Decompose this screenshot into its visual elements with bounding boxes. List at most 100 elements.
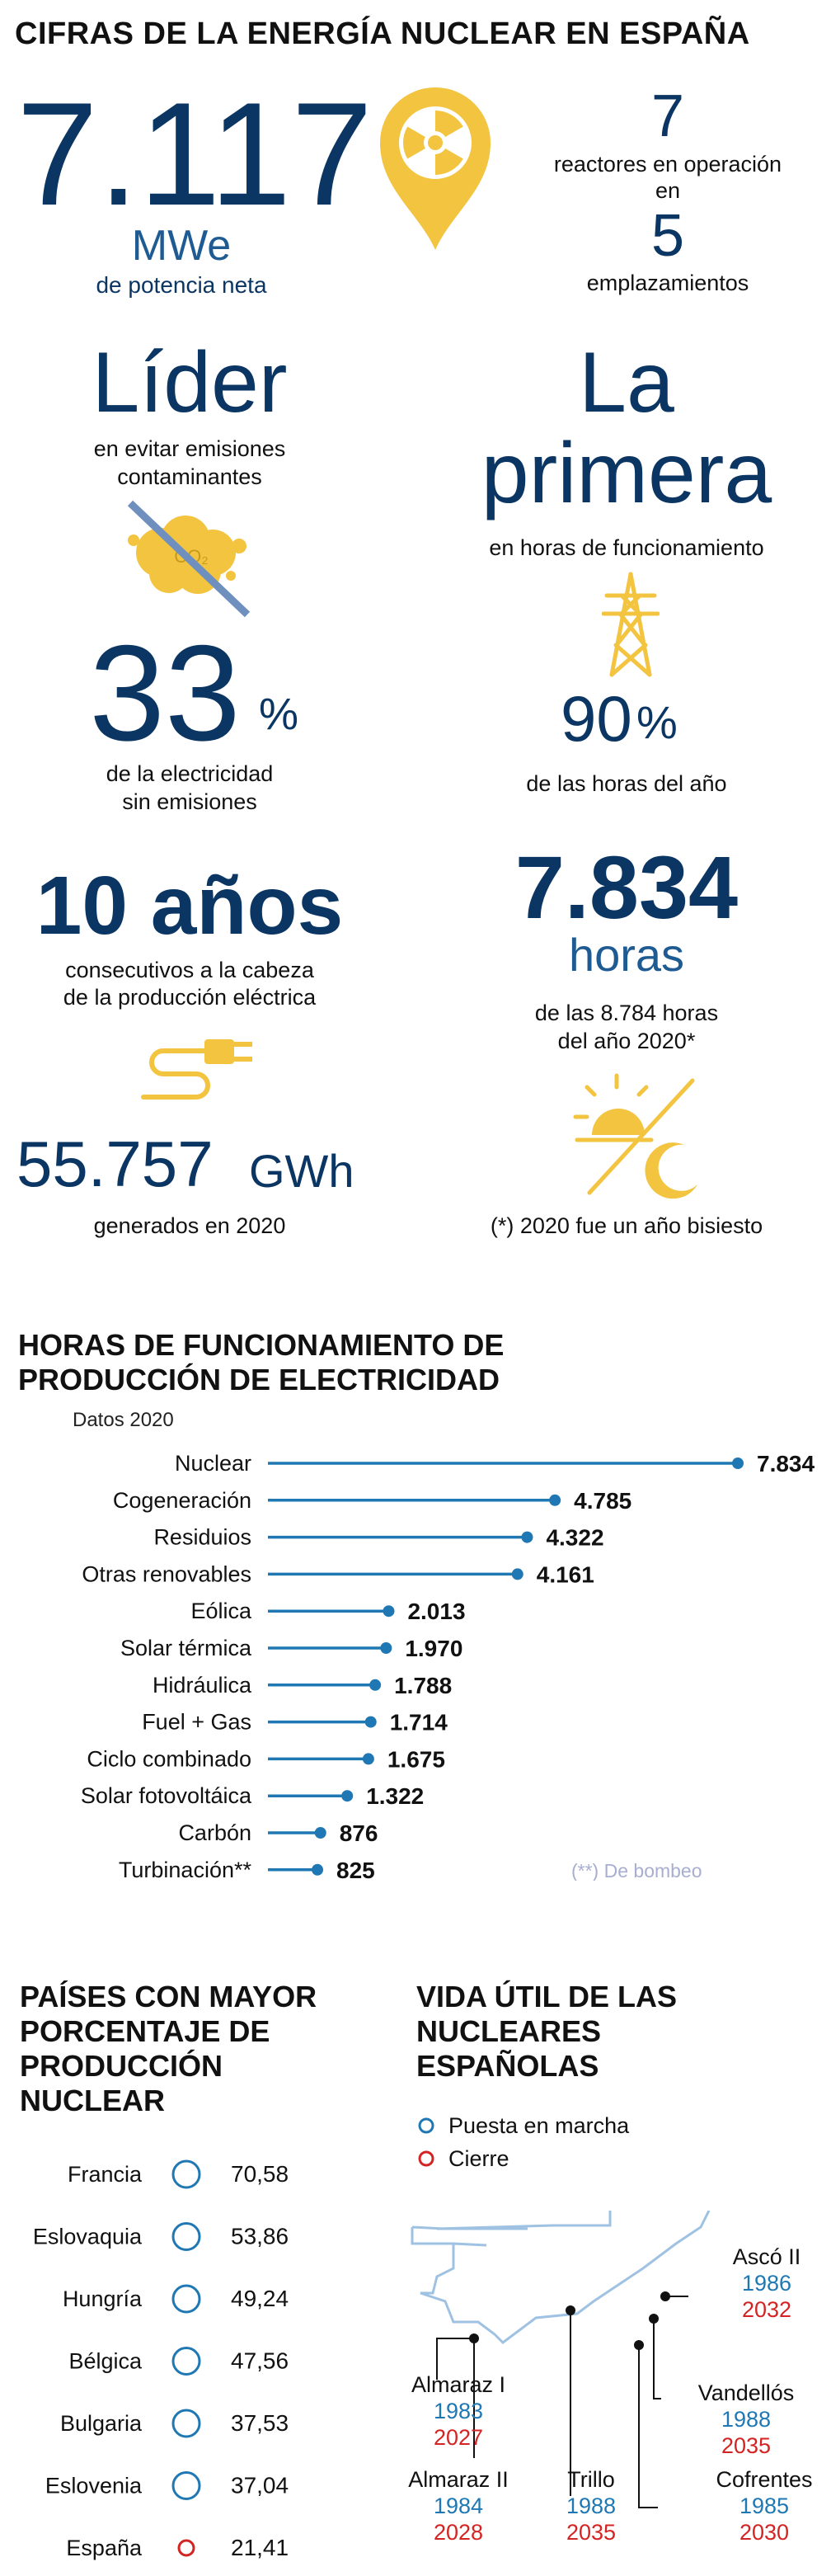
country-name: Eslovenia	[45, 2474, 143, 2498]
country-value: 49,24	[231, 2286, 289, 2311]
country-marker	[171, 2409, 201, 2438]
first-title-2: primera	[481, 426, 772, 521]
value-label: 4.322	[546, 1525, 603, 1551]
plant-location-dot	[660, 2291, 670, 2301]
chart1-subtitle: Datos 2020	[73, 1409, 174, 1431]
country-name: España	[66, 2536, 143, 2560]
category-label: Eólica	[190, 1599, 252, 1623]
plant-end-year: 2035	[721, 2433, 771, 2458]
plant-start-year: 1988	[566, 2494, 616, 2518]
plant-end-year: 2030	[739, 2520, 789, 2545]
legend-start-label: Puesta en marcha	[448, 2113, 630, 2138]
country-value: 37,04	[231, 2473, 289, 2498]
years-title: 10 años	[35, 859, 344, 952]
country-name: Bélgica	[68, 2349, 143, 2374]
lollipop-dot	[732, 1458, 744, 1469]
country-name: Hungría	[63, 2286, 143, 2311]
country-value: 47,56	[231, 2348, 289, 2374]
value-label: 2.013	[407, 1599, 465, 1624]
hours-pct-value: 90	[561, 682, 632, 755]
plant-start-year: 1984	[434, 2494, 483, 2518]
value-label: 876	[340, 1820, 378, 1846]
lollipop-dot	[521, 1531, 533, 1543]
leader-caption-2: contaminantes	[117, 464, 262, 489]
plant-location-dot	[566, 2305, 575, 2315]
country-value: 37,53	[231, 2410, 289, 2436]
category-label: Residuios	[153, 1525, 251, 1550]
hours-pct-caption: de las horas del año	[526, 771, 727, 796]
hours-pct-unit: %	[636, 696, 678, 748]
category-label: Cogeneración	[113, 1488, 251, 1513]
category-label: Hidráulica	[153, 1673, 252, 1698]
power-tower-icon	[601, 571, 660, 678]
value-label: 1.970	[405, 1636, 462, 1661]
category-label: Ciclo combinado	[87, 1746, 251, 1771]
lollipop-dot	[511, 1568, 523, 1580]
country-marker	[177, 2539, 195, 2557]
power-caption: de potencia neta	[96, 272, 267, 298]
lollipop-dot	[341, 1790, 354, 1802]
hours-caption-1: de las 8.784 horas	[534, 1001, 719, 1025]
countries-table: Francia 70,58 Eslovaquia 53,86 Hungría 49,24 B…	[33, 2159, 289, 2560]
value-label: 4.785	[574, 1488, 631, 1514]
gen-caption: generados en 2020	[93, 1213, 286, 1238]
plant-name: Almaraz II	[408, 2467, 509, 2492]
reactors-connector: en	[655, 178, 681, 203]
leap-note: (*) 2020 fue un año bisiesto	[490, 1213, 763, 1238]
value-label: 1.788	[394, 1673, 452, 1698]
plant-name: Ascó II	[733, 2244, 801, 2269]
leader-caption-1: en evitar emisiones	[93, 436, 286, 461]
plant-name: Almaraz I	[411, 2372, 505, 2397]
sites-caption: emplazamientos	[586, 271, 749, 295]
first-title-1: La	[579, 335, 674, 431]
sun-moon-icon	[569, 1069, 713, 1201]
plant-start-year: 1985	[739, 2494, 789, 2518]
leader-line	[436, 2338, 474, 2380]
country-value: 53,86	[231, 2224, 289, 2249]
lollipop-dot	[383, 1605, 395, 1618]
clean-value: 33	[89, 617, 241, 769]
plant-start-year: 1983	[434, 2399, 483, 2423]
country-marker	[171, 2471, 201, 2500]
country-marker	[171, 2347, 201, 2376]
hours-value: 7.834	[514, 837, 739, 937]
hours-caption-2: del año 2020*	[557, 1029, 696, 1053]
crossed-co2-cloud-icon: CO₂	[115, 495, 264, 619]
value-label: 7.834	[757, 1451, 815, 1476]
category-label: Solar térmica	[120, 1636, 252, 1660]
plant-location-dot	[469, 2333, 479, 2343]
country-name: Francia	[68, 2162, 143, 2187]
plant-location-dot	[634, 2340, 644, 2350]
plant-end-year: 2028	[434, 2520, 483, 2545]
leader-line	[653, 2319, 661, 2399]
lollipop-chart: Nuclear 7.834 Cogeneración 4.785 Residuios 4.…	[81, 1451, 815, 1881]
plant-end-year: 2035	[566, 2520, 616, 2545]
country-value: 70,58	[231, 2161, 289, 2187]
clean-caption-1: de la electricidad	[106, 761, 274, 786]
plant-name: Vandellós	[698, 2381, 795, 2405]
clean-unit: %	[259, 690, 299, 739]
chart3-title: VIDA ÚTIL DE LAS NUCLEARES ESPAÑOLAS	[416, 1980, 678, 2084]
years-caption-1: consecutivos a la cabeza	[65, 958, 314, 982]
plant-end-year: 2032	[742, 2297, 791, 2322]
country-value: 21,41	[231, 2535, 289, 2560]
category-label: Carbón	[178, 1820, 251, 1845]
leader-title: Líder	[92, 335, 288, 431]
chart2-title: PAÍSES CON MAYOR PORCENTAJE DE PRODUCCIÓ…	[20, 1980, 317, 2118]
plant-name: Cofrentes	[716, 2467, 812, 2492]
country-marker	[171, 2222, 201, 2251]
plant-location-dot	[649, 2314, 659, 2324]
value-label: 4.161	[537, 1561, 594, 1587]
lollipop-dot	[369, 1679, 382, 1691]
country-name: Bulgaria	[60, 2411, 143, 2436]
value-label: 1.322	[366, 1783, 424, 1809]
legend-end-marker	[418, 2150, 434, 2167]
lollipop-dot	[380, 1642, 392, 1654]
category-label: Fuel + Gas	[142, 1710, 251, 1735]
lollipop-dot	[549, 1494, 561, 1506]
power-value: 7.117	[16, 72, 373, 236]
clean-caption-2: sin emisiones	[122, 789, 257, 814]
country-marker	[171, 2159, 201, 2189]
legend-end-label: Cierre	[448, 2146, 509, 2171]
hours-unit: horas	[568, 929, 685, 981]
